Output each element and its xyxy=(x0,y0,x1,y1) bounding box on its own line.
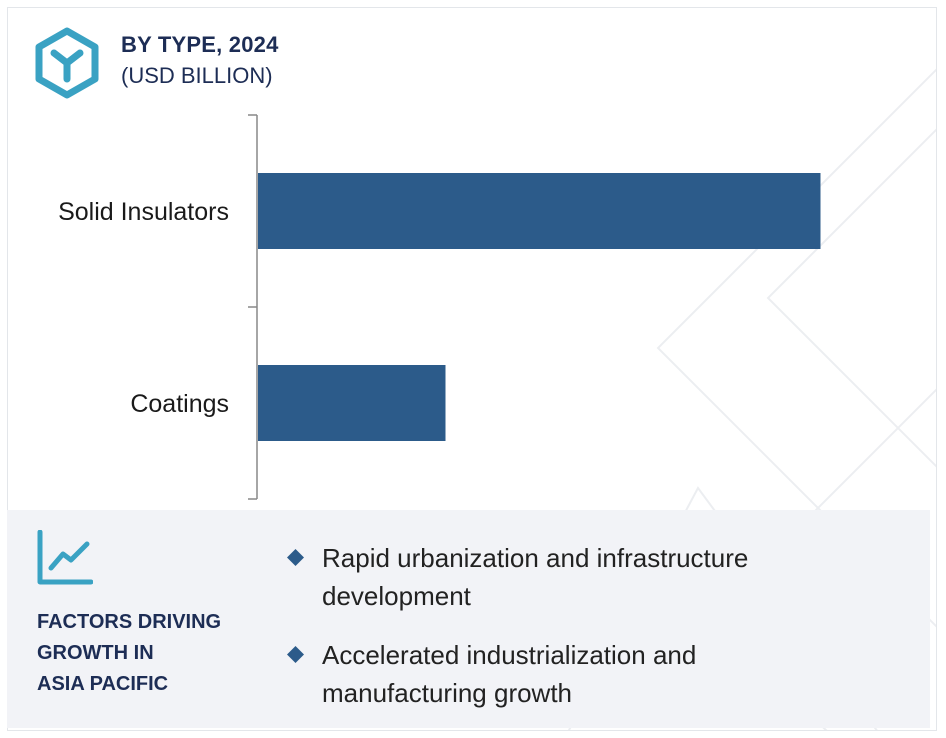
factors-title-line: FACTORS DRIVING xyxy=(37,611,222,633)
factors-title: FACTORS DRIVING GROWTH IN ASIA PACIFIC xyxy=(37,607,221,700)
factor-item-line: development xyxy=(322,581,471,611)
bar-coatings xyxy=(258,365,446,441)
factor-item-line: Rapid urbanization and infrastructure xyxy=(322,543,749,573)
chart-title: BY TYPE, 2024 xyxy=(121,32,279,57)
trend-chart-icon xyxy=(37,529,94,591)
hexagon-y-icon xyxy=(34,27,100,104)
factor-item: Accelerated industrialization and manufa… xyxy=(287,636,907,712)
factor-item-line: Accelerated industrialization and xyxy=(322,640,697,670)
factor-item-line: manufacturing growth xyxy=(322,678,573,708)
category-label: Solid Insulators xyxy=(58,198,229,226)
diamond-bullet-icon xyxy=(287,646,304,663)
factors-title-line: GROWTH IN xyxy=(37,642,154,664)
diamond-bullet-icon xyxy=(287,549,304,566)
growth-factors-panel: FACTORS DRIVING GROWTH IN ASIA PACIFIC R… xyxy=(7,510,930,728)
bar-solid-insulators xyxy=(258,173,821,249)
chart-subtitle: (USD BILLION) xyxy=(121,63,273,88)
factor-item: Rapid urbanization and infrastructure de… xyxy=(287,539,907,615)
bar-chart: Solid Insulators Coatings xyxy=(58,114,821,500)
factors-title-line: ASIA PACIFIC xyxy=(37,673,169,695)
category-label: Coatings xyxy=(130,390,229,418)
